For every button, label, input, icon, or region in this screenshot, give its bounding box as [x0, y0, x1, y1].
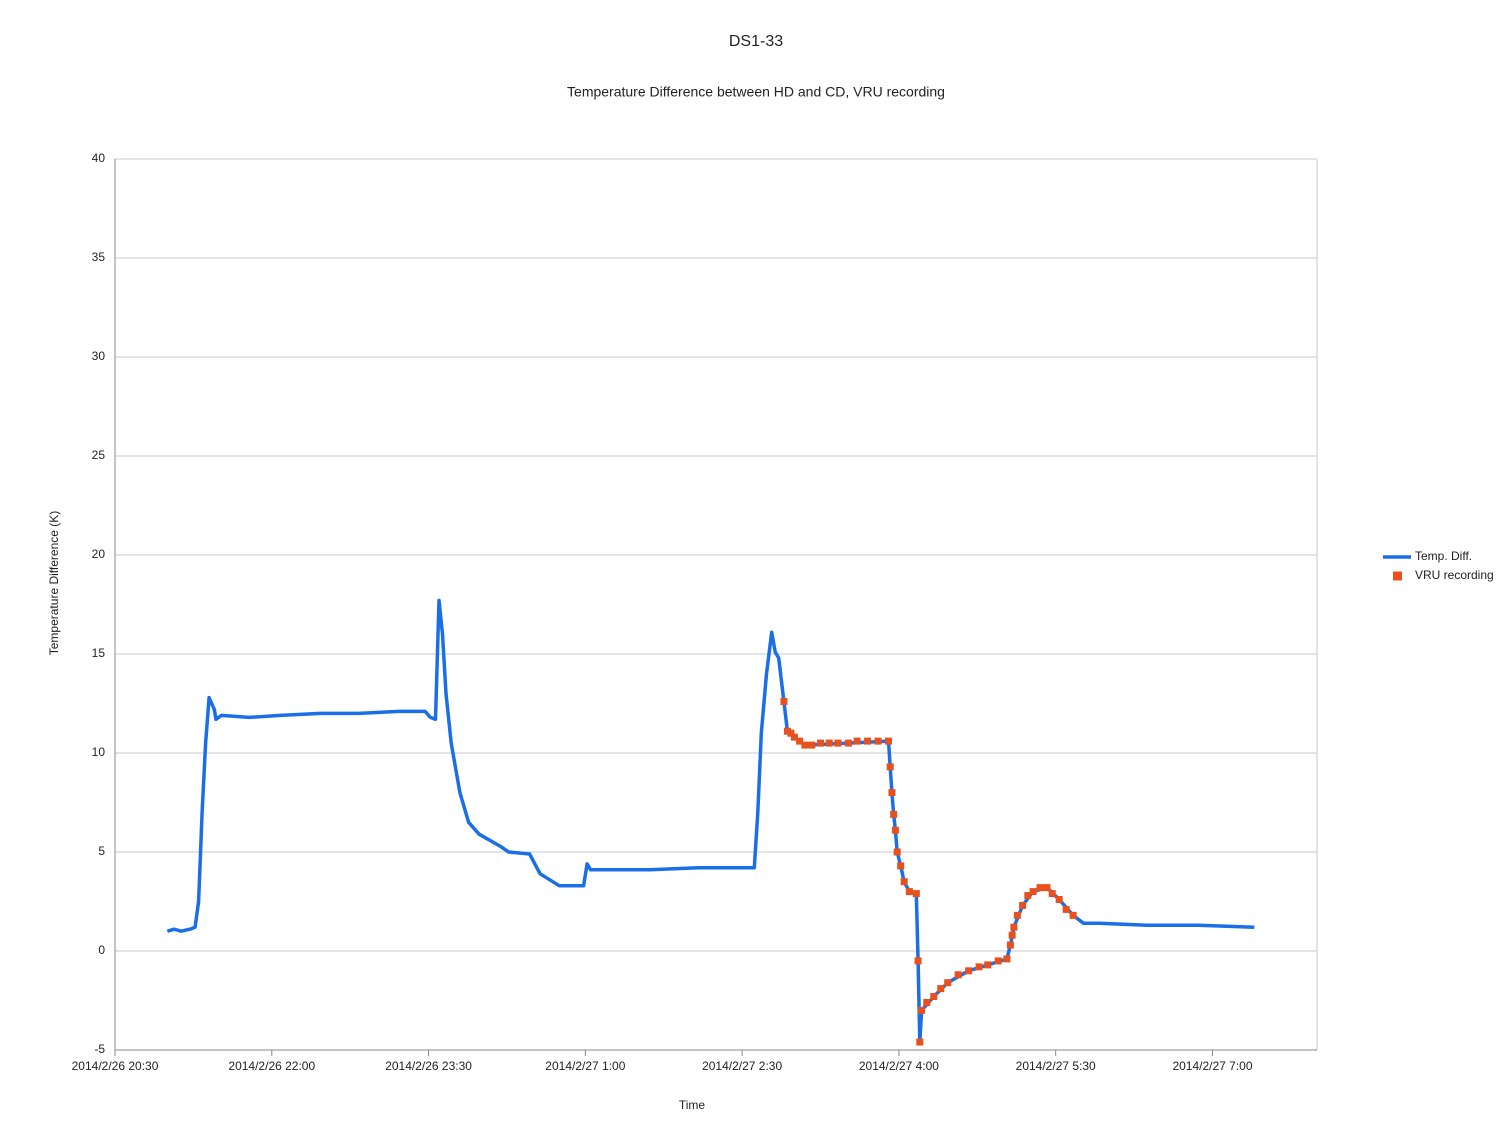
y-tick-label: 20	[92, 547, 106, 561]
data-point	[897, 862, 905, 870]
data-point	[853, 737, 861, 745]
data-point	[790, 733, 798, 741]
data-point	[787, 729, 795, 737]
data-point	[1024, 892, 1032, 900]
x-tick-label: 2014/2/26 20:30	[72, 1059, 159, 1073]
chart-title: DS1-33	[729, 33, 783, 50]
data-point	[944, 979, 952, 987]
x-tick-label: 2014/2/27 7:00	[1172, 1059, 1252, 1073]
data-point	[886, 763, 894, 771]
data-point	[937, 985, 945, 993]
y-tick-label: 15	[92, 646, 106, 660]
data-point	[930, 993, 938, 1001]
data-point	[984, 961, 992, 969]
y-tick-label: 10	[92, 745, 106, 759]
y-tick-label: 5	[98, 844, 105, 858]
data-point	[808, 741, 816, 749]
data-point	[780, 698, 788, 706]
data-point	[916, 1038, 924, 1046]
data-point	[884, 737, 892, 745]
data-point	[874, 737, 882, 745]
data-point	[914, 957, 922, 965]
data-point	[905, 888, 913, 896]
data-point	[954, 971, 962, 979]
data-point	[890, 810, 898, 818]
data-point	[891, 826, 899, 834]
data-point	[888, 789, 896, 797]
data-point	[912, 890, 920, 898]
y-tick-label: 35	[92, 250, 106, 264]
y-tick-label: 0	[98, 943, 105, 957]
data-point	[918, 1006, 926, 1014]
data-point	[975, 963, 983, 971]
data-point	[796, 737, 804, 745]
data-point	[1048, 890, 1056, 898]
x-tick-label: 2014/2/27 4:00	[859, 1059, 939, 1073]
data-point	[844, 739, 852, 747]
x-tick-label: 2014/2/27 1:00	[545, 1059, 625, 1073]
data-line	[166, 598, 1255, 1044]
legend-marker	[1393, 571, 1402, 581]
y-tick-label: 40	[92, 151, 106, 165]
y-tick-label: -5	[94, 1042, 105, 1056]
data-point	[1029, 888, 1037, 896]
data-point	[1003, 955, 1011, 963]
x-tick-label: 2014/2/27 5:30	[1016, 1059, 1096, 1073]
x-tick-label: 2014/2/26 22:00	[228, 1059, 315, 1073]
x-tick-label: 2014/2/26 23:30	[385, 1059, 472, 1073]
data-point	[1062, 905, 1070, 913]
data-point	[1006, 941, 1014, 949]
data-point	[1019, 901, 1027, 909]
data-point	[923, 998, 931, 1006]
x-tick-label: 2014/2/27 2:30	[702, 1059, 782, 1073]
data-point	[1008, 931, 1016, 939]
data-point	[1036, 884, 1044, 892]
y-tick-label: 25	[92, 448, 106, 462]
data-point	[900, 878, 908, 886]
data-point	[825, 739, 833, 747]
data-point	[893, 848, 901, 856]
y-axis-label: Temperature Difference (K)	[47, 511, 61, 656]
chart-subtitle: Temperature Difference between HD and CD…	[567, 84, 945, 100]
data-point	[1010, 923, 1018, 931]
data-point	[1055, 896, 1063, 904]
legend-label: Temp. Diff.	[1415, 549, 1472, 563]
legend-label: VRU recording	[1415, 568, 1494, 582]
data-point	[801, 741, 809, 749]
data-point	[1069, 911, 1077, 919]
x-axis-label: Time	[679, 1098, 706, 1112]
data-point	[994, 957, 1002, 965]
data-point	[1043, 884, 1051, 892]
data-point	[965, 967, 973, 975]
data-point	[1013, 911, 1021, 919]
data-point	[864, 737, 872, 745]
y-tick-label: 30	[92, 349, 106, 363]
data-point	[817, 739, 825, 747]
data-point	[834, 739, 842, 747]
